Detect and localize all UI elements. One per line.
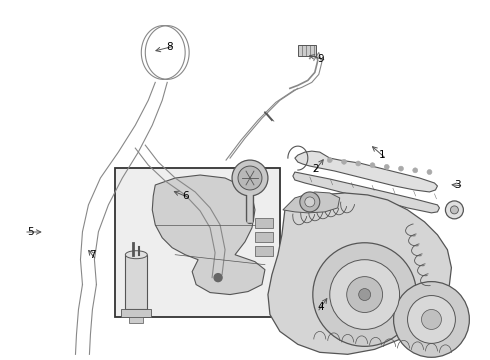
Polygon shape (268, 193, 451, 354)
Polygon shape (293, 172, 440, 213)
Polygon shape (295, 151, 438, 192)
Text: 1: 1 (378, 150, 385, 160)
Circle shape (408, 296, 455, 343)
Text: 4: 4 (318, 302, 324, 312)
Circle shape (214, 274, 222, 282)
Circle shape (413, 168, 417, 173)
Bar (255, 246, 273, 256)
Circle shape (445, 201, 464, 219)
Text: 3: 3 (454, 180, 461, 190)
Bar (255, 232, 273, 242)
Circle shape (232, 160, 268, 196)
Circle shape (313, 243, 416, 346)
Circle shape (359, 289, 370, 301)
Circle shape (398, 166, 403, 171)
Circle shape (347, 276, 383, 312)
Circle shape (370, 163, 375, 168)
Text: 7: 7 (89, 250, 96, 260)
Bar (122, 310, 151, 318)
Text: 5: 5 (26, 227, 33, 237)
Bar (298, 45, 316, 57)
Circle shape (327, 158, 332, 163)
Circle shape (238, 166, 262, 190)
Circle shape (384, 165, 389, 170)
Polygon shape (283, 192, 340, 213)
Circle shape (305, 197, 315, 207)
Text: 2: 2 (313, 164, 319, 174)
Circle shape (393, 282, 469, 357)
Circle shape (356, 161, 361, 166)
Circle shape (342, 159, 346, 164)
Bar (115, 168, 280, 318)
Circle shape (450, 206, 458, 214)
Bar (255, 218, 273, 228)
Text: 9: 9 (318, 54, 324, 64)
Ellipse shape (125, 251, 147, 259)
Polygon shape (152, 175, 265, 294)
Text: 6: 6 (182, 191, 189, 201)
Text: 8: 8 (166, 42, 172, 52)
Circle shape (421, 310, 441, 329)
Circle shape (300, 192, 320, 212)
Circle shape (427, 170, 432, 175)
Bar (129, 318, 143, 323)
Circle shape (330, 260, 399, 329)
Bar (125, 255, 147, 310)
